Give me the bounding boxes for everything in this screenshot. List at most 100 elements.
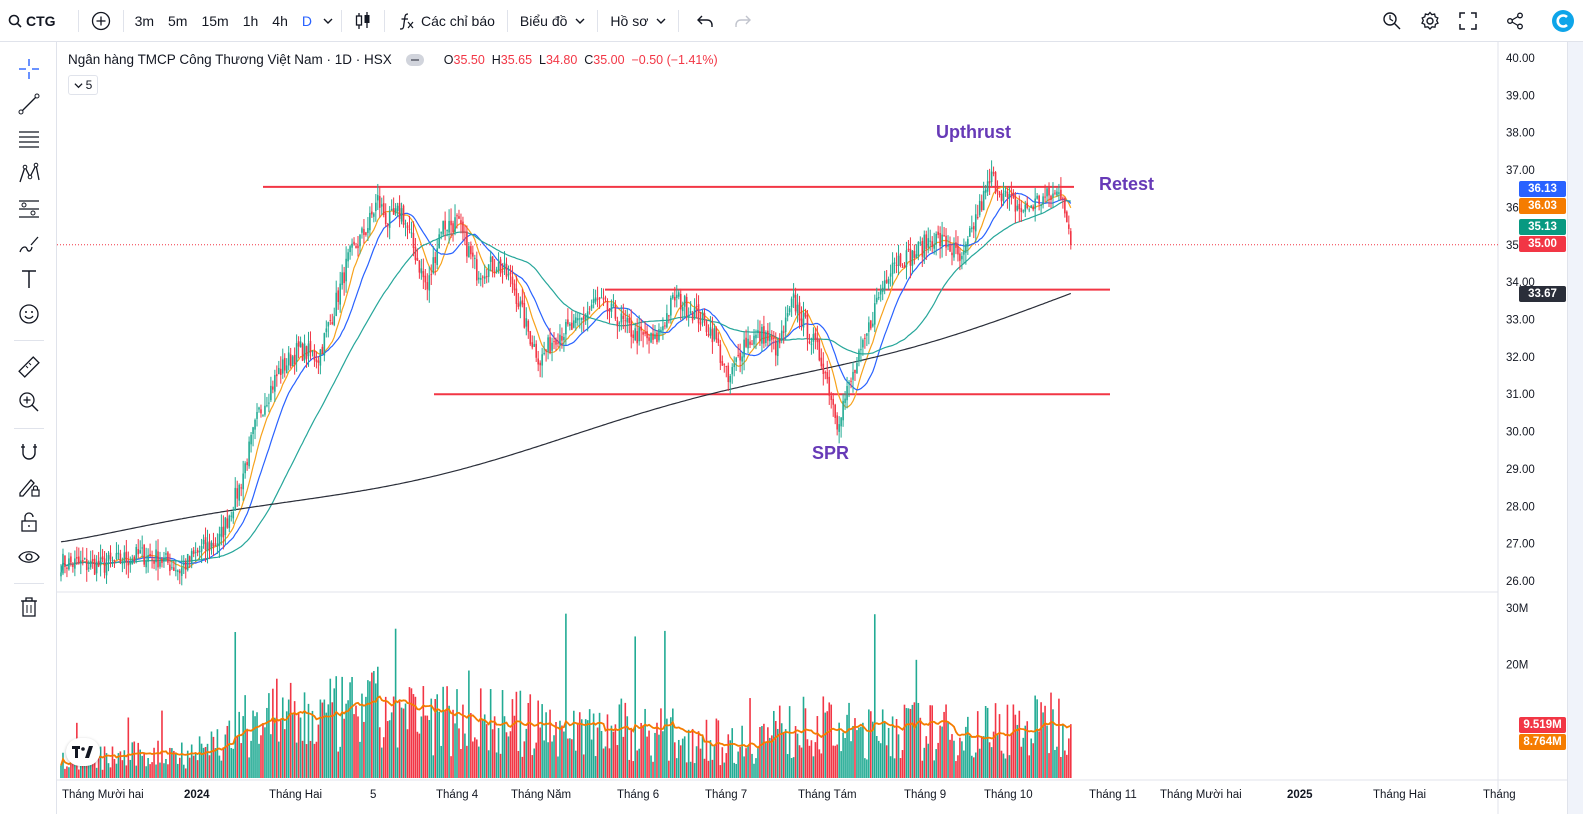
crosshair-tool[interactable] [10, 52, 48, 86]
candle-body [818, 339, 821, 361]
profile-menu[interactable]: Hồ sơ [602, 0, 674, 42]
interval-3m[interactable]: 3m [134, 12, 155, 29]
trend-line-tool[interactable] [10, 87, 48, 121]
redo-button[interactable] [727, 0, 759, 42]
volume-bar [656, 722, 658, 778]
volume-bar [658, 734, 660, 778]
volume-bar [980, 737, 983, 778]
price-chart[interactable]: 40.0039.0038.0037.0036.0035.0034.0033.00… [57, 42, 1567, 814]
emoji-tool[interactable] [10, 297, 48, 331]
candle-body [937, 231, 939, 235]
candle-body [464, 231, 466, 233]
candle-body [652, 333, 654, 340]
magnet-tool[interactable] [10, 435, 48, 469]
chevron-down-icon [74, 82, 83, 88]
lock-drawings-tool[interactable] [10, 505, 48, 539]
candle-body [1020, 208, 1023, 213]
annotation-retest[interactable]: Retest [1099, 174, 1155, 194]
volume-bar [1012, 704, 1015, 778]
volume-bar [444, 711, 446, 778]
forecast-tool[interactable] [10, 192, 48, 226]
candle-type-button[interactable] [346, 0, 380, 42]
candle-body [452, 223, 454, 233]
toolbar-divider [14, 428, 44, 429]
settings-button[interactable] [1411, 0, 1449, 42]
volume-bar [137, 742, 140, 778]
candle-body [85, 559, 88, 571]
zoom-in-tool[interactable] [10, 385, 48, 419]
volume-bar [363, 721, 365, 778]
volume-bar [236, 735, 239, 778]
price-axis[interactable]: 40.0039.0038.0037.0036.0035.0034.0033.00… [1506, 53, 1535, 672]
candle-body [961, 255, 963, 260]
price-tick-label: 39.00 [1506, 90, 1535, 102]
candle-body [396, 205, 399, 212]
hide-drawings-tool[interactable] [10, 540, 48, 574]
tradingview-logo[interactable] [66, 738, 100, 766]
price-tick-label: 40.00 [1506, 53, 1535, 65]
fullscreen-button[interactable] [1449, 0, 1487, 42]
volume-bar [289, 682, 292, 778]
volume-bar [66, 766, 68, 778]
volume-bar [392, 696, 395, 778]
volume-bar [487, 750, 490, 778]
plus-circle-icon [91, 11, 110, 30]
volume-bar [929, 705, 932, 778]
volume-bar [677, 739, 680, 778]
compare-symbol-button[interactable] [83, 0, 119, 42]
volume-bar [909, 708, 912, 778]
horizontal-lines-icon [19, 131, 39, 148]
annotation-upthrust[interactable]: Upthrust [936, 122, 1011, 142]
indicators-collapse-button[interactable]: 5 [68, 75, 98, 95]
text-tool[interactable] [10, 262, 48, 296]
indicators-button[interactable]: Các chỉ báo [389, 0, 503, 42]
volume-bar [891, 716, 894, 778]
volume-bar [630, 729, 633, 778]
volume-bar [774, 721, 777, 778]
volume-bar [872, 721, 874, 778]
brush-tool[interactable] [10, 227, 48, 261]
candle-body [1062, 197, 1064, 199]
volume-bar [608, 748, 611, 778]
measure-tool[interactable] [10, 350, 48, 384]
stay-in-drawing-tool[interactable] [10, 470, 48, 504]
time-axis[interactable]: Tháng Mười hai 2024 Tháng Hai 5 Tháng 4 Tháng… [62, 789, 1516, 801]
chart-type-menu[interactable]: Biểu đồ [512, 0, 593, 42]
volume-bar [984, 706, 987, 778]
volume-bar [121, 760, 124, 778]
candle-body [721, 361, 724, 366]
fib-tool[interactable] [10, 122, 48, 156]
volume-bar [719, 765, 722, 778]
interval-dropdown[interactable] [319, 0, 337, 42]
annotation-spr[interactable]: SPR [812, 443, 850, 463]
volume-bar [992, 731, 995, 778]
interval-d[interactable]: D [301, 12, 312, 29]
undo-button[interactable] [683, 0, 727, 42]
remove-drawings-tool[interactable] [10, 590, 48, 624]
volume-bar [382, 737, 385, 778]
candle-body [672, 294, 674, 299]
candle-body [596, 298, 599, 300]
pattern-tool[interactable] [10, 157, 48, 191]
volume-bar [327, 704, 330, 778]
volume-bar [713, 745, 716, 778]
interval-4h[interactable]: 4h [272, 12, 288, 29]
candle-body [531, 342, 534, 348]
legend-options-button[interactable] [405, 53, 424, 66]
interval-5m[interactable]: 5m [168, 12, 188, 29]
candle-body [1000, 193, 1003, 202]
volume-bar [773, 710, 775, 778]
snapshot-button[interactable] [1487, 0, 1543, 42]
volume-bar [196, 760, 199, 778]
interval-1h[interactable]: 1h [242, 12, 259, 29]
candle-body [426, 282, 429, 290]
quick-search-button[interactable] [1373, 0, 1411, 42]
volume-bar [703, 758, 706, 778]
interval-15m[interactable]: 15m [201, 12, 229, 29]
candle-body [792, 293, 795, 298]
symbol-search-button[interactable]: CTG [0, 0, 64, 42]
volume-bar [1030, 738, 1032, 778]
candle-body [1060, 189, 1062, 201]
candle-body [729, 376, 732, 383]
volume-bar [990, 747, 993, 778]
